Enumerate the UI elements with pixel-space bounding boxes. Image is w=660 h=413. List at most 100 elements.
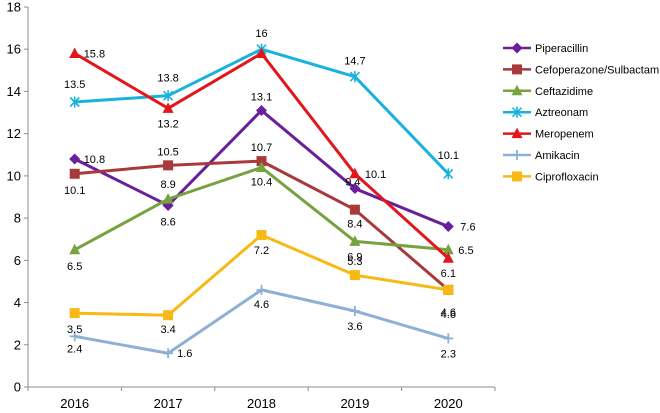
data-label: 3.6 [347,321,362,333]
data-label: 8.6 [160,216,175,228]
data-label: 6.9 [347,251,362,263]
data-label: 10.1 [64,185,85,197]
y-tick-label: 16 [7,42,21,57]
data-point [442,221,454,233]
y-tick-label: 4 [14,295,21,310]
data-point [443,333,454,344]
legend-label: Meropenem [535,129,594,141]
legend-label: Amikacin [535,150,580,162]
data-point [69,331,80,342]
data-point [349,71,360,83]
chart-series: 10.8 8.6 13.1 9.4 7.6 10.1 10.5 10.7 8.4 4.6 6.5 8.… [64,28,476,360]
data-point [162,193,174,204]
x-tick-label: 2017 [154,396,183,411]
data-label: 10.8 [84,154,105,166]
data-label: 13.2 [157,118,178,130]
data-label: 4.6 [254,299,269,311]
y-tick-label: 14 [7,84,21,99]
series-line [73,51,450,260]
y-tick-label: 2 [14,337,21,352]
y-tick-label: 12 [7,126,21,141]
data-label: 7.6 [460,222,475,234]
x-tick-label: 2018 [247,396,276,411]
data-point [69,153,81,165]
data-label: 1.6 [177,348,192,360]
x-tick-label: 2019 [340,396,369,411]
data-label: 7.2 [254,245,269,257]
series-piperacillin: 10.8 8.6 13.1 9.4 7.6 [69,91,476,234]
data-label: 4.6 [441,307,456,319]
legend-label: Ceftazidime [535,86,593,98]
data-label: 3.5 [67,324,82,336]
data-point [163,160,174,171]
data-label: 13.8 [157,73,178,85]
data-point [69,243,81,255]
data-point [256,284,267,295]
data-point [349,204,360,215]
legend-label: Piperacillin [535,43,588,55]
data-point [256,161,267,172]
data-point [256,104,267,116]
data-label: 9.4 [345,177,360,189]
y-tick-label: 0 [14,380,21,395]
data-label: 10.4 [251,176,272,188]
data-label: 10.7 [251,142,272,154]
data-point [163,90,174,102]
data-point [69,47,81,58]
y-tick-label: 10 [7,168,21,183]
data-point [256,156,267,167]
data-point [349,183,361,195]
legend-marker [512,150,522,160]
data-point [163,310,174,321]
data-label: 6.5 [458,245,473,257]
data-label: 15.8 [84,48,105,60]
legend-label: Aztreonam [535,107,588,119]
legend-marker [511,127,523,139]
data-point [349,306,360,316]
y-tick-label: 18 [7,0,21,15]
chart-legend: Piperacillin Cefoperazone/Sulbactam Ceftaz… [503,42,659,183]
data-label: 16 [255,28,267,40]
data-label: 10.5 [157,146,178,158]
data-label: 6.1 [441,268,456,280]
legend-entry: Aztreonam [503,106,588,119]
data-point [69,308,80,319]
data-point [442,252,454,263]
series-ciprofloxacin: 3.5 3.4 7.2 5.3 4.6 [67,230,456,336]
data-label: 13.1 [251,91,272,103]
legend-marker [511,84,523,96]
data-point [69,96,80,108]
data-label: 13.5 [64,79,85,91]
data-label: 6.5 [67,261,82,273]
data-label: 8.4 [347,219,362,231]
legend-marker [511,106,523,118]
data-point [349,235,361,246]
series-meropenem: 15.8 13.2 10.1 6.1 [69,47,456,280]
data-point [442,243,454,255]
data-point [443,168,454,180]
legend-entry: Piperacillin [503,42,588,55]
legend-label: Ciprofloxacin [535,171,599,183]
legend-label: Cefoperazone/Sulbactam [535,64,659,76]
legend-entry: Amikacin [503,150,580,162]
data-point [69,168,80,179]
x-tick-label: 2020 [434,396,463,411]
y-tick-label: 8 [14,211,21,226]
legend-entry: Ceftazidime [503,84,593,98]
series-ceftazidime: 6.5 8.9 10.4 6.9 6.5 [67,161,474,273]
data-label: 10.1 [365,169,386,181]
data-label: 3.4 [160,324,175,336]
legend-marker [512,64,522,75]
data-point [349,270,360,281]
data-label: 14.7 [344,56,365,68]
legend-marker [512,171,522,182]
legend-entry: Cefoperazone/Sulbactam [503,64,659,76]
data-label: 4.6 [441,309,456,321]
data-point [349,167,361,179]
data-label: 10.1 [438,150,459,162]
legend-entry: Meropenem [503,127,594,141]
data-point [443,284,454,295]
y-tick-label: 6 [14,253,21,268]
data-label: 2.3 [441,348,456,360]
